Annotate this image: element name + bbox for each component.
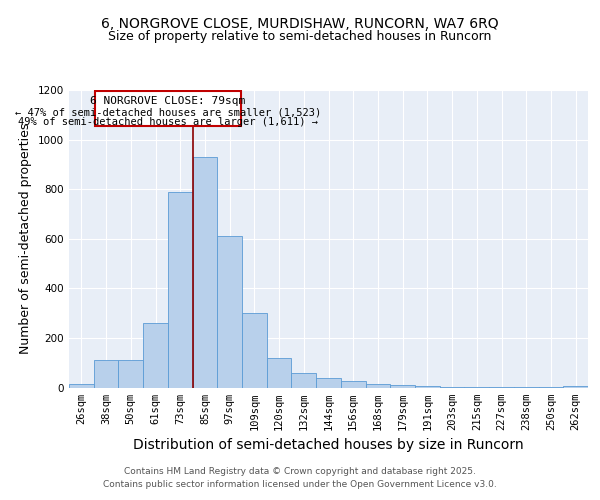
Bar	[563, 386, 588, 388]
Bar	[242, 313, 267, 388]
Bar	[440, 387, 464, 388]
Text: 6 NORGROVE CLOSE: 79sqm: 6 NORGROVE CLOSE: 79sqm	[90, 96, 245, 106]
Y-axis label: Number of semi-detached properties: Number of semi-detached properties	[19, 123, 32, 354]
Text: 49% of semi-detached houses are larger (1,611) →: 49% of semi-detached houses are larger (…	[18, 118, 318, 128]
Bar	[341, 382, 365, 388]
Bar	[217, 236, 242, 388]
FancyBboxPatch shape	[95, 91, 241, 126]
Bar	[415, 386, 440, 388]
Text: ← 47% of semi-detached houses are smaller (1,523): ← 47% of semi-detached houses are smalle…	[15, 108, 321, 118]
Bar	[168, 192, 193, 388]
Bar	[143, 323, 168, 388]
Bar	[365, 384, 390, 388]
Text: 6, NORGROVE CLOSE, MURDISHAW, RUNCORN, WA7 6RQ: 6, NORGROVE CLOSE, MURDISHAW, RUNCORN, W…	[101, 18, 499, 32]
Text: Contains HM Land Registry data © Crown copyright and database right 2025.: Contains HM Land Registry data © Crown c…	[124, 467, 476, 476]
Bar	[390, 385, 415, 388]
Bar	[193, 157, 217, 388]
Bar	[94, 360, 118, 388]
Bar	[267, 358, 292, 388]
Bar	[316, 378, 341, 388]
X-axis label: Distribution of semi-detached houses by size in Runcorn: Distribution of semi-detached houses by …	[133, 438, 524, 452]
Bar	[292, 372, 316, 388]
Bar	[69, 384, 94, 388]
Text: Size of property relative to semi-detached houses in Runcorn: Size of property relative to semi-detach…	[109, 30, 491, 43]
Bar	[118, 360, 143, 388]
Text: Contains public sector information licensed under the Open Government Licence v3: Contains public sector information licen…	[103, 480, 497, 489]
